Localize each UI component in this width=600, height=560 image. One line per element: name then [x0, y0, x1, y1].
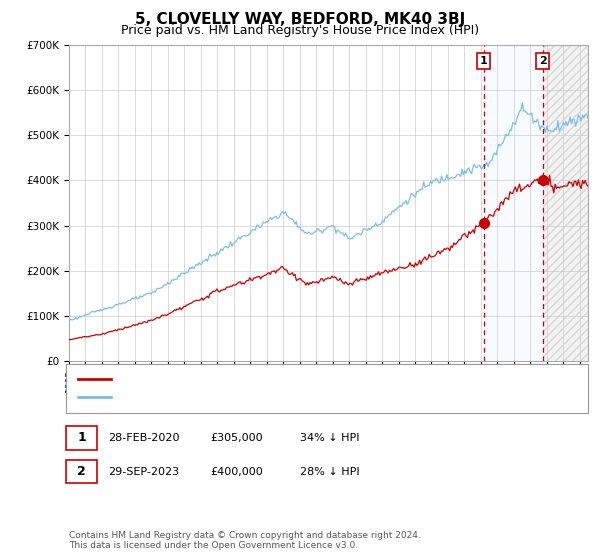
- Text: £305,000: £305,000: [210, 433, 263, 443]
- Bar: [484, 45, 542, 361]
- Text: 34% ↓ HPI: 34% ↓ HPI: [300, 433, 359, 443]
- Text: £400,000: £400,000: [210, 466, 263, 477]
- Text: 5, CLOVELLY WAY, BEDFORD, MK40 3BJ (detached house): 5, CLOVELLY WAY, BEDFORD, MK40 3BJ (deta…: [118, 374, 437, 384]
- Text: 28-FEB-2020: 28-FEB-2020: [108, 433, 179, 443]
- Text: 29-SEP-2023: 29-SEP-2023: [108, 466, 179, 477]
- Text: Contains HM Land Registry data © Crown copyright and database right 2024.
This d: Contains HM Land Registry data © Crown c…: [69, 530, 421, 550]
- Text: Price paid vs. HM Land Registry's House Price Index (HPI): Price paid vs. HM Land Registry's House …: [121, 24, 479, 37]
- Text: 1: 1: [479, 56, 487, 66]
- Text: 2: 2: [77, 465, 86, 478]
- Text: HPI: Average price, detached house, Bedford: HPI: Average price, detached house, Bedf…: [118, 393, 368, 403]
- Bar: [542, 45, 588, 361]
- Text: 5, CLOVELLY WAY, BEDFORD, MK40 3BJ: 5, CLOVELLY WAY, BEDFORD, MK40 3BJ: [135, 12, 465, 27]
- Text: 2: 2: [539, 56, 547, 66]
- Text: 28% ↓ HPI: 28% ↓ HPI: [300, 466, 359, 477]
- Text: 1: 1: [77, 431, 86, 445]
